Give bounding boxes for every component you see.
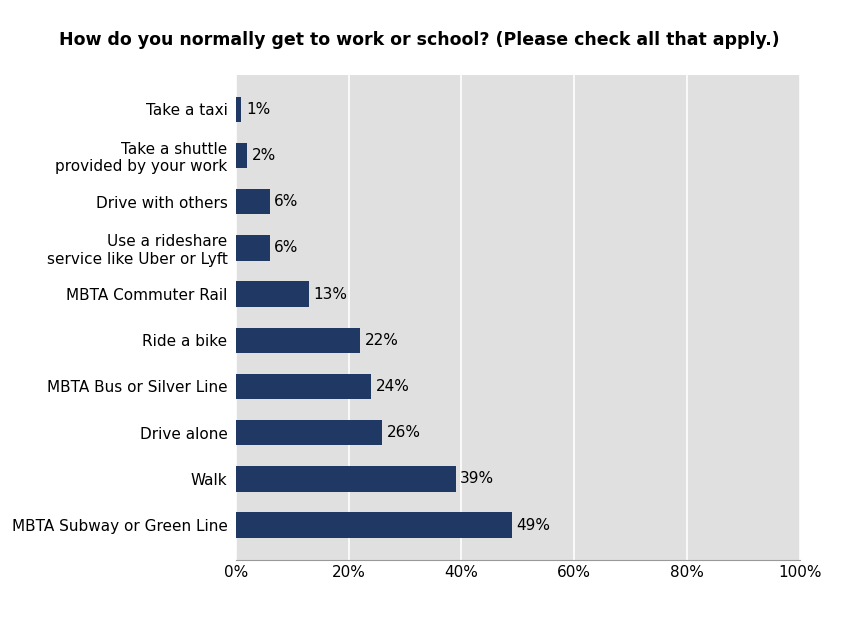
Bar	[236, 420, 382, 445]
Text: 22%: 22%	[365, 333, 398, 348]
Text: 6%: 6%	[274, 241, 299, 256]
Text: 49%: 49%	[517, 518, 551, 532]
Bar	[236, 189, 269, 215]
Bar	[236, 466, 456, 491]
Text: 1%: 1%	[246, 102, 270, 117]
Bar	[236, 281, 309, 307]
Text: How do you normally get to work or school? (Please check all that apply.): How do you normally get to work or schoo…	[59, 31, 780, 49]
Bar	[236, 374, 371, 399]
Bar	[236, 513, 512, 538]
Bar	[236, 143, 247, 169]
Text: 13%: 13%	[313, 287, 348, 302]
Bar	[236, 235, 269, 261]
Text: 26%: 26%	[387, 425, 421, 440]
Bar	[236, 328, 360, 353]
Bar	[236, 96, 242, 122]
Text: 2%: 2%	[252, 148, 276, 163]
Text: 6%: 6%	[274, 194, 299, 209]
Text: 24%: 24%	[376, 379, 409, 394]
Text: 39%: 39%	[461, 471, 494, 486]
